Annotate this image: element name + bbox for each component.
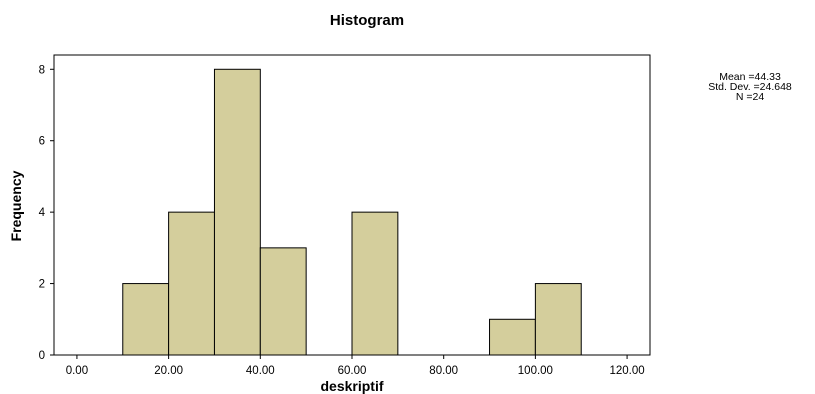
stats-std-dev: Std. Dev. =24.648 (708, 81, 792, 93)
y-tick-label: 2 (39, 279, 45, 291)
bar-group (122, 68, 582, 356)
x-axis-label: deskriptif (320, 378, 383, 394)
stats-legend: Mean =44.33 Std. Dev. =24.648 N =24 (708, 71, 792, 103)
x-tick-label: 100.00 (518, 365, 553, 377)
histogram-bar-2 (213, 68, 261, 356)
histogram-bar-6 (534, 283, 582, 356)
stats-n: N =24 (736, 91, 764, 103)
x-tick-label: 20.00 (154, 365, 183, 377)
x-tick-label: 40.00 (246, 365, 275, 377)
x-tick-label: 0.00 (66, 365, 88, 377)
histogram-bar-4 (351, 211, 399, 356)
x-axis: 0.00 20.00 40.00 60.00 80.00 100.00 120.00 (66, 355, 645, 377)
chart-title: Histogram (330, 12, 404, 29)
y-tick-label: 0 (39, 350, 45, 362)
x-tick-label: 120.00 (609, 365, 644, 377)
y-axis-label: Frequency (8, 170, 24, 241)
x-tick-label: 60.00 (338, 365, 367, 377)
histogram-bar-1 (168, 211, 215, 356)
histogram-bar-0 (122, 283, 170, 356)
stats-mean: Mean =44.33 (719, 71, 781, 83)
x-tick-label: 80.00 (429, 365, 458, 377)
y-tick-label: 8 (39, 64, 45, 76)
y-tick-label: 4 (39, 207, 46, 219)
y-tick-label: 6 (39, 136, 45, 148)
y-axis: 0 2 4 6 8 (39, 64, 54, 362)
histogram-bar-3 (259, 247, 307, 356)
histogram-bar-5 (489, 318, 536, 356)
